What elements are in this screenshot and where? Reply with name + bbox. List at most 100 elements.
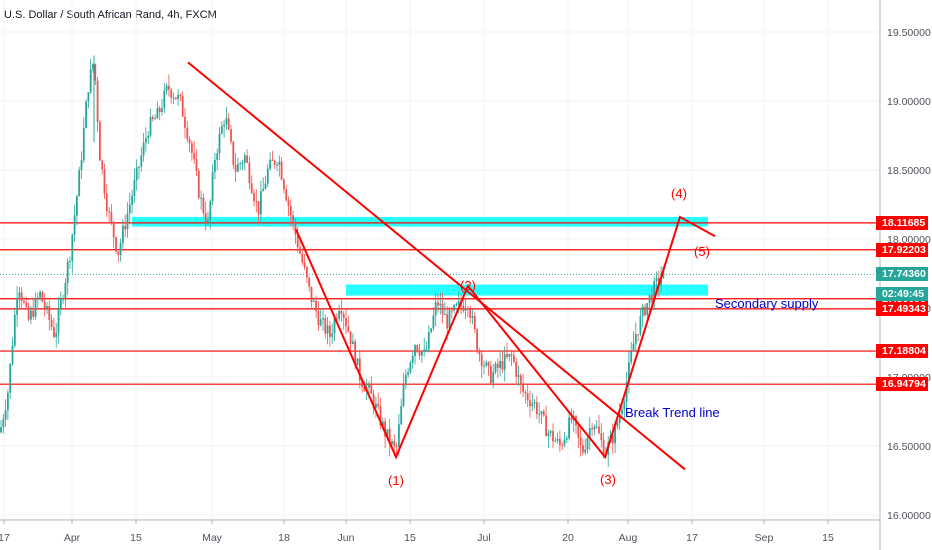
candle-body (308, 277, 311, 287)
candle-body (600, 433, 603, 441)
candle-body (62, 298, 64, 300)
candle-body (193, 153, 196, 160)
candle-body (276, 164, 278, 166)
candle-body (411, 355, 414, 363)
candle-body (388, 429, 391, 445)
candle-body (66, 261, 69, 283)
candle-body (223, 124, 225, 127)
candle-body (48, 305, 51, 320)
candle-body (69, 260, 71, 262)
candle-body (519, 375, 522, 384)
candle-body (556, 438, 559, 441)
candle-body (593, 426, 596, 430)
candle-body (531, 403, 534, 406)
candle-body (446, 314, 449, 329)
supply-zone (346, 284, 708, 296)
candle-body (563, 439, 566, 446)
candle-body (400, 405, 403, 425)
candle-body (306, 267, 308, 278)
candle-body (92, 64, 94, 70)
candle-body (561, 445, 564, 447)
candle-body (393, 441, 396, 447)
candle-body (552, 431, 554, 442)
secondary-supply-label: Secondary supply (715, 296, 819, 311)
candle-body (108, 211, 110, 213)
candle-body (13, 314, 16, 346)
candle-body (250, 183, 253, 193)
candle-body (356, 358, 359, 366)
candle-body (358, 358, 361, 381)
candle-body (352, 341, 354, 345)
candle-body (437, 302, 439, 306)
candle-body (32, 310, 35, 317)
candle-body (163, 90, 166, 109)
candle-body (39, 291, 41, 298)
candle-body (480, 354, 483, 367)
candle-body (243, 155, 246, 163)
candle-body (285, 189, 288, 201)
candle-body (588, 428, 591, 439)
candle-body (115, 237, 117, 252)
candle-body (370, 385, 373, 394)
candle-body (368, 385, 370, 388)
candle-body (483, 365, 485, 367)
candle-body (418, 351, 421, 356)
candle-body (637, 334, 639, 336)
candle-body (402, 384, 405, 406)
candle-body (225, 118, 228, 125)
candle-body (73, 215, 76, 235)
time-tick-label: 17 (0, 532, 10, 544)
time-tick-label: Apr (64, 532, 81, 544)
candle-body (455, 303, 458, 306)
candle-body (94, 64, 97, 81)
price-tick-label: 18.50000 (887, 165, 931, 177)
candle-body (292, 215, 294, 222)
candle-body (618, 413, 621, 423)
candle-body (170, 89, 173, 98)
candle-body (503, 354, 506, 370)
candle-body (338, 310, 340, 319)
wave-label: (4) (671, 186, 687, 201)
candle-body (379, 406, 382, 426)
candle-body (188, 139, 191, 144)
candle-body (57, 308, 60, 333)
candle-body (542, 411, 545, 416)
candle-body (131, 195, 133, 205)
candle-body (43, 301, 46, 309)
candle-body (214, 159, 216, 173)
candle-body (473, 316, 476, 330)
candle-body (499, 361, 501, 368)
candle-body (186, 127, 189, 140)
candle-body (322, 318, 324, 320)
candle-body (616, 422, 619, 427)
wave-label: (2) (460, 278, 476, 293)
candle-body (269, 159, 271, 169)
candle-body (623, 401, 626, 410)
price-level-badge: 18.11685 (876, 215, 928, 230)
candle-body (639, 316, 642, 335)
candle-body (404, 374, 407, 385)
candle-body (128, 204, 131, 214)
candle-body (441, 303, 444, 315)
candle-body (469, 309, 472, 319)
candle-body (653, 281, 656, 302)
candle-body (453, 305, 455, 311)
candle-body (271, 159, 274, 161)
elliott-wave-path (295, 215, 716, 460)
candle-body (191, 143, 193, 154)
candle-body (119, 243, 122, 255)
break-trend-line-label: Break Trend line (625, 405, 720, 420)
candle-body (227, 118, 230, 130)
candle-body (50, 319, 53, 328)
candle-body (529, 400, 531, 406)
candle-body (289, 205, 292, 216)
time-tick-label: 17 (686, 532, 698, 544)
candle-body (103, 169, 106, 194)
candle-body (522, 383, 524, 392)
price-tick-label: 19.50000 (887, 27, 931, 39)
candle-body (547, 433, 550, 437)
candle-body (326, 325, 329, 334)
wave-label: (5) (694, 244, 710, 259)
candle-body (595, 426, 598, 428)
